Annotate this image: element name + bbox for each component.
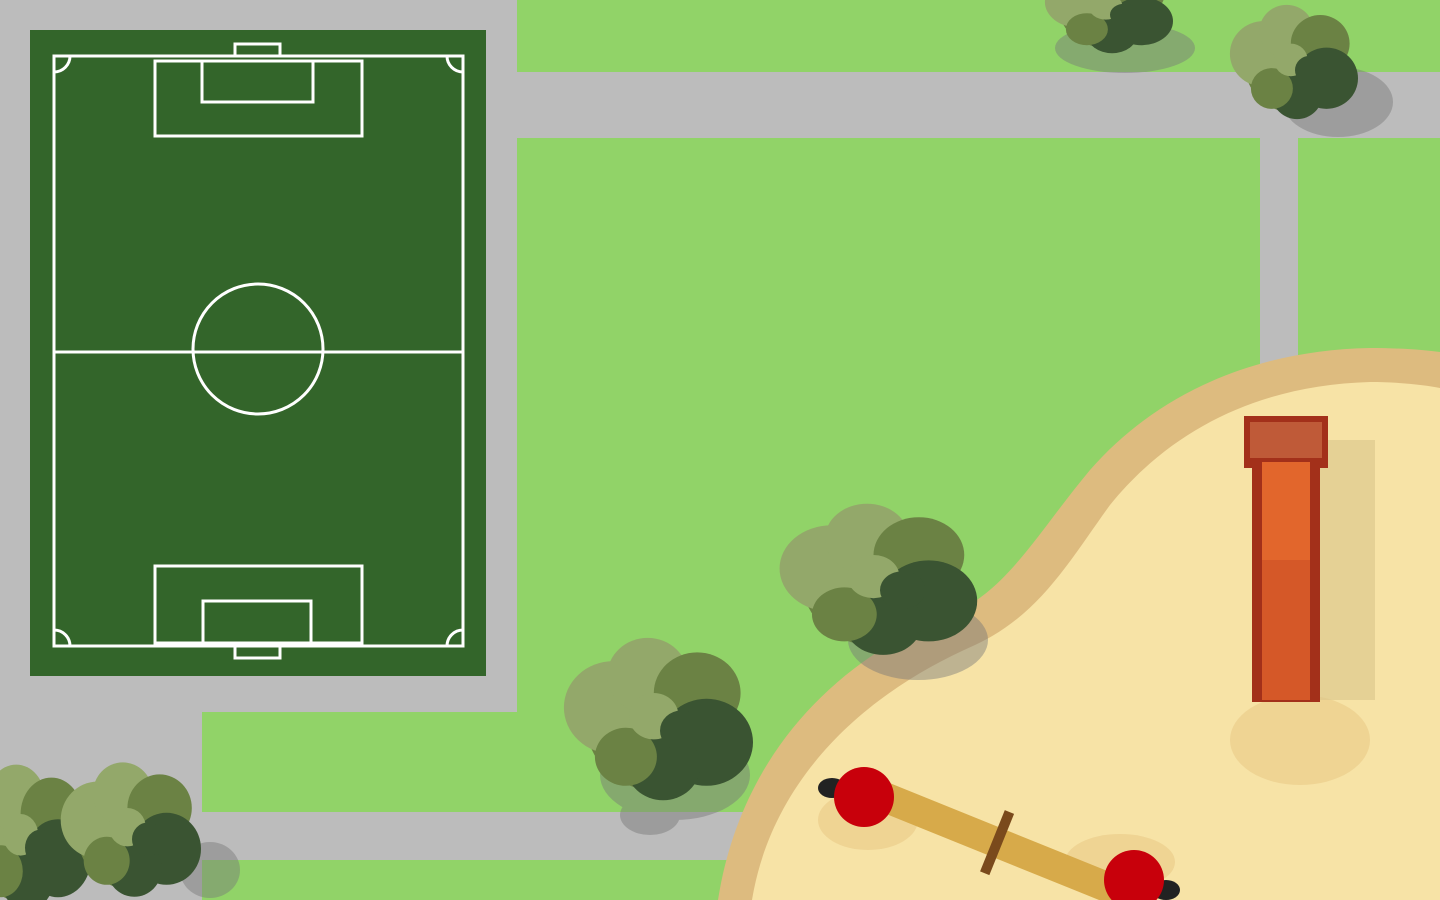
pitch-center-circle xyxy=(191,282,325,416)
pitch-bottom-goal-box xyxy=(201,599,313,645)
seesaw-seat-right xyxy=(1104,850,1164,900)
pitch-corner-arc-tl xyxy=(53,55,72,74)
pitch-bottom-goal xyxy=(233,644,282,660)
pitch-corner-arc-br xyxy=(445,628,464,647)
seesaw-body xyxy=(871,780,1127,900)
slide-shadow xyxy=(1320,440,1375,700)
seesaw-seat-left xyxy=(834,767,894,827)
soccer-pitch xyxy=(30,30,486,676)
pitch-top-goal-box xyxy=(200,59,315,104)
pitch-corner-arc-bl xyxy=(53,628,72,647)
slide-chute-shade xyxy=(1262,560,1310,700)
slide xyxy=(1244,416,1375,702)
path-right-vertical xyxy=(1260,138,1298,368)
slide-platform-top xyxy=(1250,422,1322,458)
path-bottom-horizontal xyxy=(202,812,762,860)
pitch-top-goal xyxy=(233,42,282,58)
sand-scuff-slide xyxy=(1230,695,1370,785)
pitch-corner-arc-tr xyxy=(445,55,464,74)
seesaw xyxy=(818,767,1180,900)
seesaw-pivot xyxy=(980,810,1015,876)
